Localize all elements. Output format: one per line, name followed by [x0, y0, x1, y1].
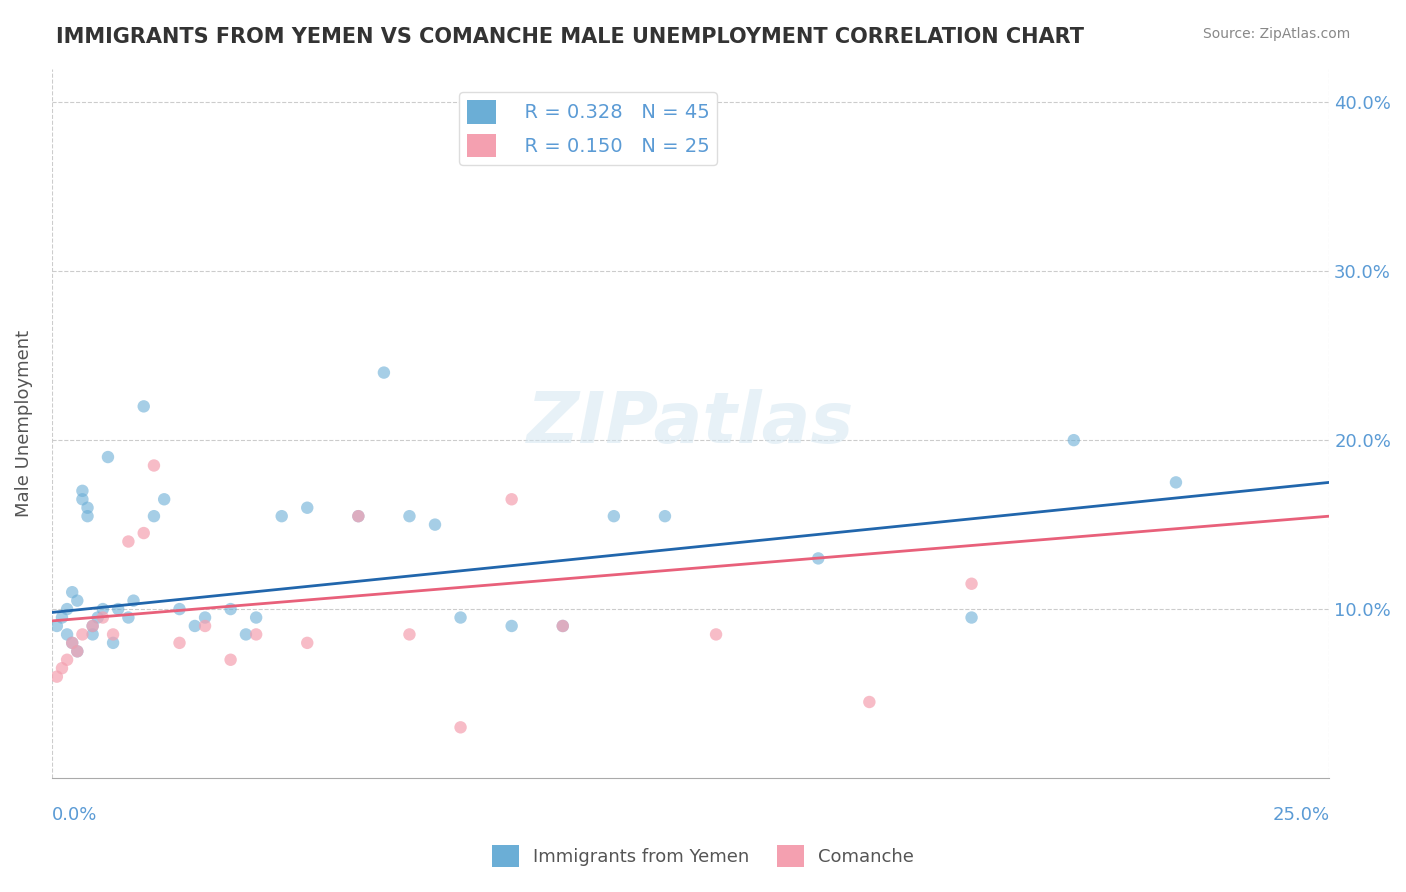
Point: [72, 627, 94, 641]
Point: [347, 509, 370, 524]
Point: [1164, 475, 1187, 490]
Text: 25.0%: 25.0%: [1272, 806, 1329, 824]
Point: [858, 695, 880, 709]
Point: [398, 509, 420, 524]
Point: [450, 610, 472, 624]
Point: [76, 500, 98, 515]
Point: [501, 619, 523, 633]
Point: [60, 636, 83, 650]
Point: [245, 610, 267, 624]
Text: ZIPatlas: ZIPatlas: [527, 389, 855, 458]
Text: 0.0%: 0.0%: [52, 806, 97, 824]
Point: [219, 653, 242, 667]
Point: [551, 619, 574, 633]
Point: [142, 458, 165, 473]
Point: [72, 492, 94, 507]
Point: [101, 627, 124, 641]
Point: [66, 644, 89, 658]
Text: Source: ZipAtlas.com: Source: ZipAtlas.com: [1202, 27, 1350, 41]
Text: IMMIGRANTS FROM YEMEN VS COMANCHE MALE UNEMPLOYMENT CORRELATION CHART: IMMIGRANTS FROM YEMEN VS COMANCHE MALE U…: [56, 27, 1084, 46]
Point: [450, 720, 472, 734]
Point: [153, 492, 176, 507]
Point: [219, 602, 242, 616]
Point: [56, 653, 79, 667]
Point: [654, 509, 676, 524]
Y-axis label: Male Unemployment: Male Unemployment: [15, 330, 32, 516]
Point: [45, 670, 67, 684]
Point: [60, 585, 83, 599]
Point: [51, 610, 73, 624]
Point: [87, 610, 110, 624]
Point: [235, 627, 257, 641]
Point: [169, 636, 191, 650]
Point: [194, 619, 217, 633]
Point: [1063, 433, 1085, 447]
Point: [56, 627, 79, 641]
Point: [60, 636, 83, 650]
Point: [960, 610, 983, 624]
Point: [704, 627, 727, 641]
Point: [66, 644, 89, 658]
Point: [82, 619, 104, 633]
Point: [347, 509, 370, 524]
Point: [132, 400, 155, 414]
Point: [97, 450, 120, 464]
Point: [297, 636, 319, 650]
Point: [501, 492, 523, 507]
Point: [82, 627, 104, 641]
Point: [807, 551, 830, 566]
Point: [122, 593, 145, 607]
Point: [423, 517, 446, 532]
Point: [91, 602, 114, 616]
Point: [117, 534, 139, 549]
Point: [398, 627, 420, 641]
Point: [76, 509, 98, 524]
Point: [66, 593, 89, 607]
Point: [107, 602, 129, 616]
Point: [132, 526, 155, 541]
Point: [373, 366, 395, 380]
Point: [45, 619, 67, 633]
Point: [169, 602, 191, 616]
Point: [82, 619, 104, 633]
Point: [72, 483, 94, 498]
Point: [551, 619, 574, 633]
Point: [91, 610, 114, 624]
Legend: Immigrants from Yemen, Comanche: Immigrants from Yemen, Comanche: [485, 838, 921, 874]
Point: [297, 500, 319, 515]
Point: [117, 610, 139, 624]
Point: [184, 619, 207, 633]
Point: [194, 610, 217, 624]
Point: [960, 576, 983, 591]
Point: [101, 636, 124, 650]
Point: [51, 661, 73, 675]
Legend:   R = 0.328   N = 45,   R = 0.150   N = 25: R = 0.328 N = 45, R = 0.150 N = 25: [460, 93, 717, 165]
Point: [245, 627, 267, 641]
Point: [603, 509, 626, 524]
Point: [56, 602, 79, 616]
Point: [270, 509, 292, 524]
Point: [142, 509, 165, 524]
